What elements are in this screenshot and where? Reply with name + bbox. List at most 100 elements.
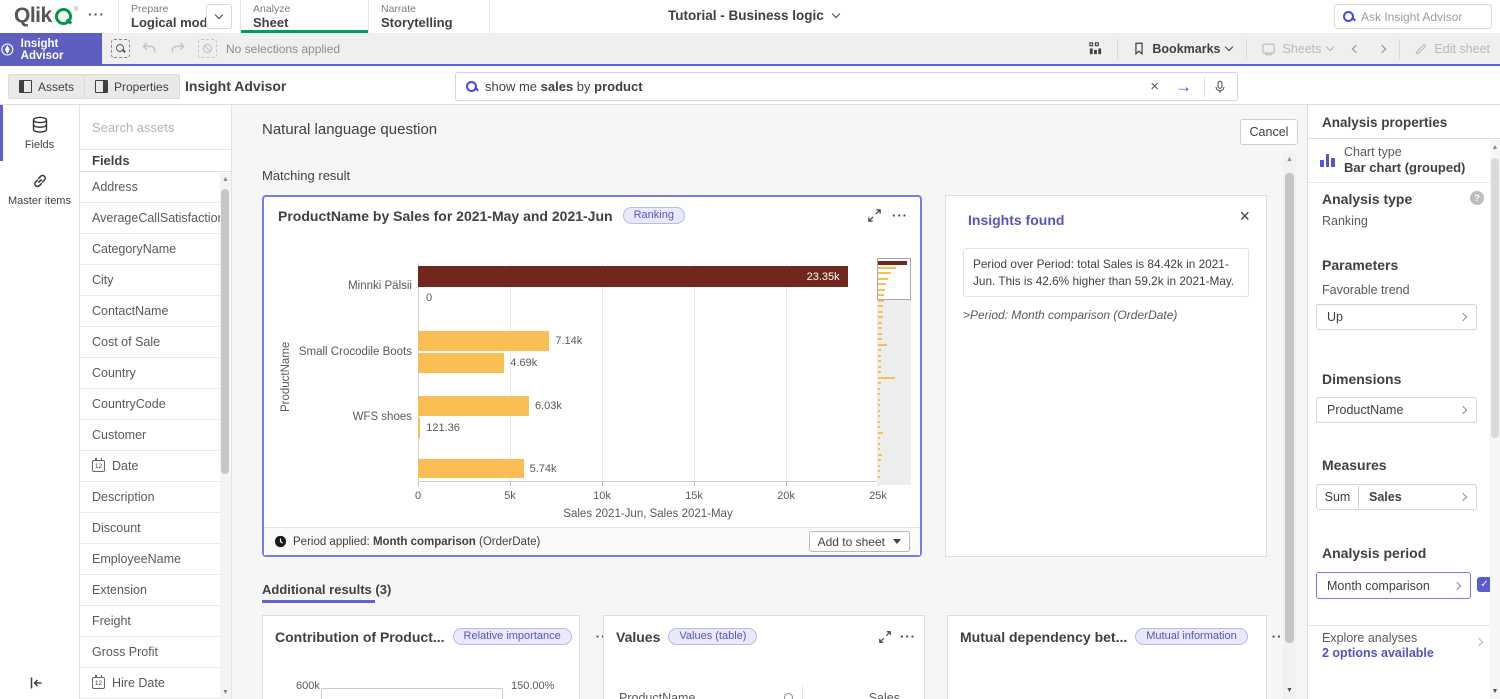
additional-card-contribution[interactable]: Contribution of Product... Relative impo… bbox=[262, 615, 611, 699]
explore-options-link[interactable]: 2 options available bbox=[1322, 646, 1434, 660]
step-back-button[interactable] bbox=[137, 36, 161, 60]
chart-title: ProductName by Sales for 2021-May and 20… bbox=[278, 207, 613, 224]
bar-Small Crocodile Boots-series1[interactable] bbox=[418, 331, 550, 351]
close-icon[interactable]: × bbox=[1239, 206, 1250, 226]
bar-WFS shoes-series1[interactable] bbox=[418, 396, 529, 416]
chart-type-row: Chart type Bar chart (grouped) bbox=[1308, 139, 1490, 183]
field-item[interactable]: City bbox=[80, 265, 231, 296]
previous-sheet-button[interactable] bbox=[1347, 44, 1365, 53]
assets-search[interactable] bbox=[80, 105, 231, 150]
scrollbar-thumb[interactable] bbox=[221, 189, 229, 474]
field-item[interactable]: Description bbox=[80, 482, 231, 513]
cancel-button[interactable]: Cancel bbox=[1240, 119, 1298, 145]
field-item[interactable]: ContactName bbox=[80, 296, 231, 327]
period-enabled-checkbox[interactable]: ✓ bbox=[1477, 577, 1492, 592]
field-item[interactable]: Freight bbox=[80, 606, 231, 637]
field-item[interactable]: Customer bbox=[80, 420, 231, 451]
insights-grid-button[interactable] bbox=[1082, 41, 1109, 56]
insight-advisor-subheader: Assets Properties Insight Advisor show m… bbox=[0, 68, 1500, 105]
scroll-up-arrow[interactable]: ▲ bbox=[1491, 144, 1499, 151]
scroll-down-arrow[interactable]: ▼ bbox=[222, 689, 229, 696]
insight-advisor-button[interactable]: Insight Advisor bbox=[0, 33, 102, 66]
scrollbar-thumb[interactable] bbox=[1285, 173, 1294, 643]
add-to-sheet-button[interactable]: Add to sheet bbox=[808, 531, 910, 552]
card-title: Contribution of Product... bbox=[275, 628, 445, 645]
field-item[interactable]: Gross Profit bbox=[80, 637, 231, 668]
scrollbar-thumb[interactable] bbox=[1491, 158, 1499, 438]
main-scrollbar[interactable]: ▲ ▼ bbox=[1283, 153, 1296, 699]
help-icon[interactable]: ? bbox=[1470, 191, 1484, 205]
navigator-bar bbox=[878, 316, 883, 318]
bookmarks-button[interactable]: Bookmarks bbox=[1126, 41, 1238, 56]
analysis-period-button[interactable]: Month comparison bbox=[1316, 572, 1471, 599]
sheets-button[interactable]: Sheets bbox=[1255, 42, 1339, 56]
search-assets-input[interactable] bbox=[80, 119, 231, 135]
navigator-bar bbox=[878, 470, 880, 472]
step-forward-button[interactable] bbox=[166, 36, 190, 60]
field-item[interactable]: Cost of Sale bbox=[80, 327, 231, 358]
nlq-search-input[interactable]: show me sales by product × → bbox=[455, 72, 1238, 101]
qlik-logo[interactable]: Qlik ® bbox=[14, 4, 78, 28]
insight-advisor-title: Insight Advisor bbox=[185, 78, 287, 94]
category-label: WFS shoes bbox=[352, 411, 412, 423]
field-item[interactable]: Discount bbox=[80, 513, 231, 544]
bar-Small Crocodile Boots-series2[interactable] bbox=[418, 353, 505, 373]
field-item[interactable]: CountryCode bbox=[80, 389, 231, 420]
field-item[interactable]: CategoryName bbox=[80, 234, 231, 265]
field-item[interactable]: Extension bbox=[80, 575, 231, 606]
chevron-right-icon[interactable] bbox=[1474, 637, 1484, 647]
global-menu-button[interactable]: ··· bbox=[88, 6, 105, 22]
collapse-panel-button[interactable] bbox=[28, 675, 44, 691]
chart-mini-navigator[interactable] bbox=[877, 258, 911, 485]
navigator-bar bbox=[878, 453, 882, 456]
field-item[interactable]: AverageCallSatisfaction bbox=[80, 203, 231, 234]
expand-icon[interactable] bbox=[867, 208, 882, 223]
rail-item-master-items[interactable]: Master items bbox=[0, 161, 79, 217]
app-title-dropdown[interactable]: Tutorial - Business logic bbox=[668, 8, 841, 23]
edit-sheet-button[interactable]: Edit sheet bbox=[1408, 42, 1496, 56]
bar-WFS shoes-series2[interactable] bbox=[418, 418, 421, 438]
navigator-bar bbox=[878, 321, 883, 324]
scroll-down-arrow[interactable]: ▼ bbox=[1491, 688, 1499, 695]
ask-insight-advisor-box[interactable] bbox=[1334, 4, 1492, 29]
assets-scrollbar[interactable]: ▲ ▼ bbox=[220, 173, 231, 699]
additional-card-mutual-dependency[interactable]: Mutual dependency bet... Mutual informat… bbox=[947, 615, 1287, 699]
smart-search-button[interactable] bbox=[108, 36, 132, 60]
additional-card-values[interactable]: Values Values (table) ··· ProductName Sa… bbox=[603, 615, 925, 699]
properties-scrollbar[interactable]: ▲ ▼ bbox=[1490, 140, 1500, 699]
prepare-dropdown-button[interactable] bbox=[206, 4, 232, 29]
tab-prepare[interactable]: Prepare Logical model bbox=[118, 0, 240, 33]
bar-product-series1[interactable] bbox=[418, 459, 524, 478]
scroll-down-arrow[interactable]: ▼ bbox=[1286, 687, 1293, 694]
field-item[interactable]: 12 Hire Date bbox=[80, 668, 231, 699]
rail-item-fields[interactable]: Fields bbox=[0, 105, 79, 161]
ask-insight-advisor-input[interactable] bbox=[1361, 9, 1471, 24]
clear-selections-button[interactable] bbox=[195, 36, 219, 60]
navigator-bar bbox=[878, 475, 880, 478]
chart-menu-button[interactable]: ··· bbox=[892, 208, 908, 223]
clear-query-button[interactable]: × bbox=[1150, 78, 1159, 95]
field-item[interactable]: EmployeeName bbox=[80, 544, 231, 575]
chart-menu-button[interactable]: ··· bbox=[900, 629, 916, 644]
field-item[interactable]: 12 Date bbox=[80, 451, 231, 482]
expand-icon[interactable] bbox=[878, 630, 892, 644]
assets-toggle-button[interactable]: Assets bbox=[8, 74, 86, 99]
tab-additional-results[interactable]: Additional results (3) bbox=[262, 582, 392, 597]
tab-narrate[interactable]: Narrate Storytelling bbox=[368, 0, 490, 33]
next-sheet-button[interactable] bbox=[1373, 44, 1391, 53]
submit-query-button[interactable]: → bbox=[1175, 76, 1192, 96]
scroll-up-arrow[interactable]: ▲ bbox=[222, 176, 229, 183]
properties-toggle-button[interactable]: Properties bbox=[84, 74, 180, 99]
measure-sales-button[interactable]: Sum Sales bbox=[1316, 484, 1477, 510]
matching-result-chart-card[interactable]: ProductName by Sales for 2021-May and 20… bbox=[262, 195, 922, 557]
dimension-productname-button[interactable]: ProductName bbox=[1316, 397, 1477, 423]
tab-analyze[interactable]: Analyze Sheet bbox=[240, 0, 368, 33]
column-search-icon[interactable] bbox=[784, 693, 793, 699]
field-item[interactable]: Country bbox=[80, 358, 231, 389]
microphone-icon[interactable] bbox=[1213, 79, 1227, 95]
favorable-trend-button[interactable]: Up bbox=[1316, 304, 1477, 330]
field-item[interactable]: Address bbox=[80, 172, 231, 203]
bar-Minnki Pälsii-series1[interactable] bbox=[418, 266, 848, 287]
scroll-up-arrow[interactable]: ▲ bbox=[1286, 156, 1293, 163]
navigator-bar bbox=[878, 376, 895, 379]
